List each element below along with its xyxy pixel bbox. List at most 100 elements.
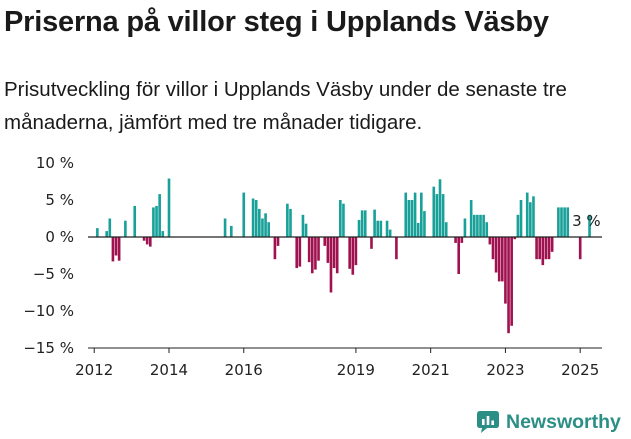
bar <box>114 237 118 256</box>
bar <box>476 214 479 237</box>
bar <box>96 228 99 237</box>
bar <box>229 225 233 237</box>
bar <box>351 237 355 275</box>
bar <box>254 200 258 237</box>
bar <box>161 231 165 237</box>
bar <box>261 218 264 237</box>
bar <box>242 192 246 237</box>
bar <box>301 214 305 237</box>
bar <box>376 220 380 237</box>
bar <box>469 200 473 237</box>
bar <box>441 194 445 237</box>
bar <box>494 237 498 273</box>
bar <box>544 237 548 260</box>
bar <box>560 207 563 237</box>
newsworthy-logo[interactable]: Newsworthy <box>475 407 621 437</box>
bar <box>550 237 554 252</box>
bar <box>267 222 270 237</box>
bar <box>410 200 414 237</box>
bar <box>133 205 137 237</box>
bar <box>105 231 108 237</box>
bar <box>295 237 299 269</box>
x-tick-label: 2023 <box>486 361 524 379</box>
x-tick-label: 2019 <box>337 361 375 379</box>
x-tick-label: 2016 <box>225 361 263 379</box>
bar <box>416 222 420 237</box>
bar <box>578 237 582 260</box>
bar <box>413 192 417 237</box>
chart-subtitle: Prisutveckling för villor i Upplands Väs… <box>4 78 567 134</box>
bar <box>357 219 361 237</box>
bar <box>155 205 158 237</box>
bar <box>541 237 545 266</box>
bar <box>513 237 517 240</box>
bar <box>479 214 482 237</box>
bar <box>329 237 333 293</box>
y-tick-label: −15 % <box>23 339 74 357</box>
bar <box>557 207 560 237</box>
bar <box>457 237 461 274</box>
x-tick-label: 2014 <box>150 361 188 379</box>
bar <box>307 237 311 263</box>
bar <box>108 218 112 237</box>
bar <box>335 237 339 274</box>
bar <box>370 237 373 249</box>
bar <box>435 194 439 237</box>
bar <box>117 237 121 261</box>
bar <box>438 179 442 237</box>
bar <box>223 218 227 237</box>
y-axis: 10 % 5 % 0 % −5 % −10 % −15 % <box>23 154 74 357</box>
bar <box>538 237 542 260</box>
bar <box>501 237 504 282</box>
bar <box>342 203 345 237</box>
latest-value-label: 3 % <box>572 212 601 230</box>
bar <box>323 237 327 246</box>
bar <box>516 214 520 237</box>
bar <box>472 214 476 237</box>
bar <box>588 214 591 237</box>
bar <box>326 237 330 263</box>
bar <box>332 237 336 269</box>
bar <box>485 222 489 237</box>
bar <box>535 237 538 260</box>
chart-title: Priserna på villor steg i Upplands Väsby <box>4 6 549 38</box>
bar <box>460 237 464 243</box>
brand-name: Newsworthy <box>506 410 621 433</box>
bar <box>423 211 426 237</box>
bar <box>276 237 280 246</box>
bar <box>404 192 408 237</box>
bar <box>339 200 342 237</box>
bar <box>124 220 127 237</box>
bar <box>379 220 383 237</box>
bar <box>532 196 535 237</box>
annotations: 3 % <box>572 212 601 230</box>
bar <box>289 208 292 237</box>
bar <box>363 210 367 237</box>
bar <box>145 237 149 245</box>
bar <box>385 220 389 237</box>
bar <box>388 229 392 237</box>
bar <box>563 207 566 237</box>
bar <box>111 237 115 262</box>
bar <box>407 200 411 237</box>
bar <box>348 237 351 269</box>
bar <box>142 237 146 241</box>
bar <box>504 237 507 304</box>
bar <box>463 218 467 237</box>
bar <box>360 210 364 237</box>
bar <box>314 237 317 270</box>
y-tick-label: 5 % <box>45 191 74 209</box>
bar <box>420 192 423 237</box>
bar <box>482 214 485 237</box>
bars <box>96 178 591 334</box>
bar <box>566 207 570 237</box>
bar <box>304 223 308 237</box>
bar <box>158 194 161 237</box>
bar <box>395 237 398 260</box>
bar <box>454 237 457 243</box>
bar <box>273 237 277 260</box>
bar <box>298 237 302 267</box>
bar <box>152 207 155 237</box>
bar <box>264 213 267 237</box>
